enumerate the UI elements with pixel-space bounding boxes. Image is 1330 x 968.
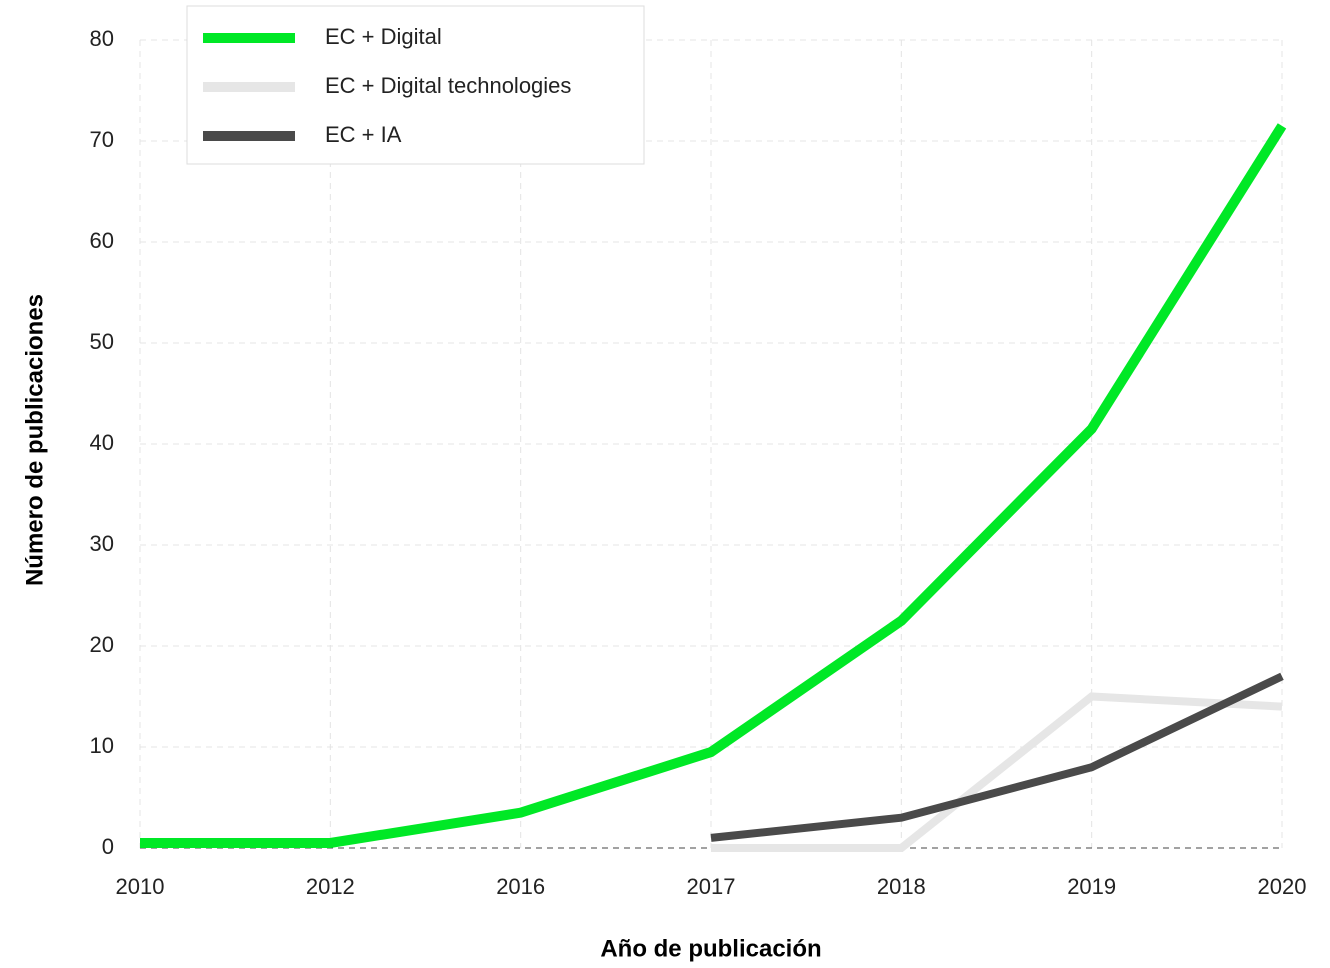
x-tick-label: 2018	[877, 874, 926, 899]
y-tick-label: 20	[90, 632, 114, 657]
x-tick-label: 2012	[306, 874, 355, 899]
legend-label: EC + Digital technologies	[325, 73, 571, 98]
legend-label: EC + Digital	[325, 24, 442, 49]
y-tick-label: 70	[90, 127, 114, 152]
x-tick-label: 2010	[116, 874, 165, 899]
y-tick-label: 40	[90, 430, 114, 455]
y-tick-label: 60	[90, 228, 114, 253]
y-tick-label: 10	[90, 733, 114, 758]
y-tick-label: 0	[102, 834, 114, 859]
y-tick-label: 80	[90, 26, 114, 51]
series-line	[711, 692, 1283, 852]
y-tick-label: 30	[90, 531, 114, 556]
x-tick-label: 2020	[1258, 874, 1307, 899]
legend-label: EC + IA	[325, 122, 402, 147]
x-tick-label: 2016	[496, 874, 545, 899]
x-tick-label: 2019	[1067, 874, 1116, 899]
y-tick-label: 50	[90, 329, 114, 354]
series-line	[710, 672, 1284, 842]
series-line	[140, 123, 1287, 848]
x-tick-label: 2017	[687, 874, 736, 899]
y-axis-title: Número de publicaciones	[21, 294, 48, 586]
x-axis-title: Año de publicación	[600, 935, 821, 962]
